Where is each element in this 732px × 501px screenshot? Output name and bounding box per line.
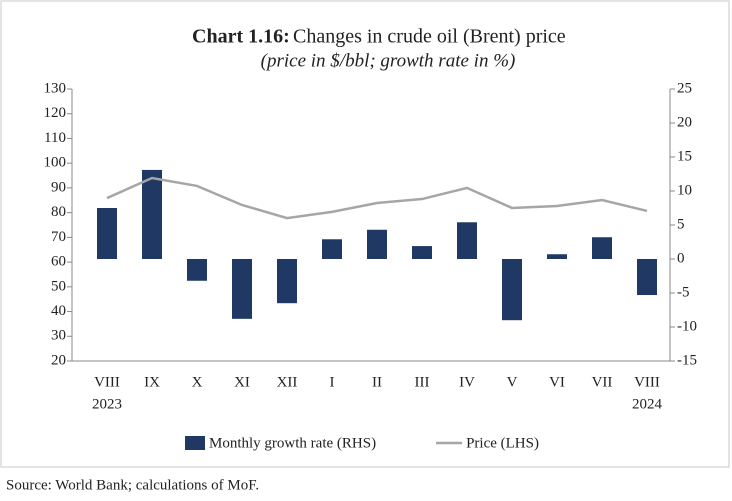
y2-tick-label: -10 [677, 318, 697, 334]
y2-tick-label: 15 [677, 148, 692, 164]
x-tick-label: 2023 [92, 396, 122, 412]
y2-tick-label: -5 [677, 284, 690, 300]
y-tick-label: 130 [44, 80, 67, 96]
y-tick-label: 60 [51, 254, 66, 270]
bar [502, 259, 522, 321]
y-tick-label: 70 [51, 229, 66, 245]
y-tick-label: 30 [51, 328, 66, 344]
y-tick-label: 90 [51, 179, 66, 195]
y2-tick-label: 20 [677, 114, 692, 130]
x-tick-label: VII [592, 374, 613, 390]
x-tick-label: 2024 [632, 396, 663, 412]
y-tick-label: 110 [44, 130, 66, 146]
x-tick-label: III [415, 374, 430, 390]
y2-tick-label: 10 [677, 182, 692, 198]
legend-label: Price (LHS) [466, 435, 539, 451]
source-note: Source: World Bank; calculations of MoF. [6, 477, 259, 493]
chart-border [0, 0, 730, 468]
bar [637, 259, 657, 296]
x-tick-label: VIII [634, 374, 660, 390]
y2-tick-label: 5 [677, 216, 685, 232]
bar [232, 259, 252, 319]
x-tick-label: VIII [94, 374, 120, 390]
bar [412, 246, 432, 259]
price-line [106, 176, 648, 220]
chart-title-label: Chart 1.16: [192, 26, 290, 48]
x-tick-label: VI [549, 374, 565, 390]
y2-tick-label: -15 [677, 352, 697, 368]
y2-tick-label: 0 [677, 250, 685, 266]
bar [367, 229, 387, 259]
bar [322, 239, 342, 259]
y-tick-label: 100 [44, 155, 67, 171]
bar [547, 254, 567, 259]
y-tick-label: 40 [51, 303, 66, 319]
x-tick-label: XII [277, 374, 298, 390]
bar [592, 237, 612, 259]
y2-tick-label: 25 [677, 80, 692, 96]
legend-label: Monthly growth rate (RHS) [209, 435, 376, 451]
x-tick-label: IV [459, 374, 475, 390]
chart-title: Changes in crude oil (Brent) price [293, 26, 566, 48]
x-tick-label: I [330, 374, 335, 390]
x-tick-label: V [507, 374, 518, 390]
x-tick-label: IX [144, 374, 160, 390]
y-tick-label: 50 [51, 278, 66, 294]
bar [187, 259, 207, 281]
y-tick-label: 120 [44, 105, 67, 121]
bar [457, 222, 477, 259]
x-tick-label: II [372, 374, 382, 390]
x-tick-label: X [192, 374, 203, 390]
chart-subtitle: (price in $/bbl; growth rate in %) [261, 50, 516, 71]
x-tick-label: XI [234, 374, 250, 390]
bar [97, 208, 117, 259]
bar [142, 169, 162, 259]
legend-swatch [185, 436, 205, 450]
y-tick-label: 20 [51, 352, 66, 368]
bar [277, 259, 297, 304]
y-tick-label: 80 [51, 204, 66, 220]
